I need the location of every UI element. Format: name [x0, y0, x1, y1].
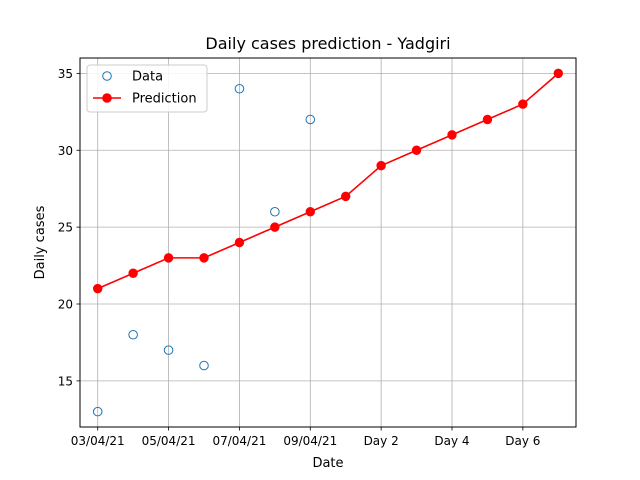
legend-label: Prediction: [132, 92, 197, 107]
prediction-point: [93, 283, 103, 294]
x-tick-label: 03/04/21: [71, 434, 125, 448]
x-tick-label: 09/04/21: [283, 434, 337, 448]
x-tick-label: 05/04/21: [142, 434, 196, 448]
data-point: [305, 114, 316, 125]
prediction-point: [553, 68, 563, 79]
prediction-point: [270, 222, 280, 232]
y-tick-label: 20: [58, 298, 73, 312]
y-axis-label: Daily cases: [33, 205, 48, 279]
y-tick-label: 25: [58, 221, 73, 235]
x-tick-label: Day 6: [505, 434, 540, 448]
y-tick-label: 35: [58, 67, 73, 81]
legend-marker: [102, 71, 112, 81]
y-tick-label: 30: [58, 144, 73, 158]
prediction-point: [518, 99, 528, 109]
legend-item-data: Data: [102, 70, 163, 85]
prediction-point: [447, 130, 457, 140]
ticks: 03/04/21 05/04/21 07/04/21 09/04/21 Day 2 Day…: [58, 67, 541, 448]
x-tick-label: Day 4: [434, 434, 469, 448]
prediction-point: [163, 253, 174, 263]
prediction-point: [305, 207, 315, 217]
prediction-point: [199, 253, 209, 263]
legend: Data Prediction: [86, 64, 208, 113]
data-point: [199, 360, 209, 371]
plot-frame: [79, 57, 577, 428]
prediction-point: [411, 145, 422, 155]
prediction-point: [482, 114, 493, 125]
prediction-line: [97, 72, 559, 290]
data-point: [92, 406, 103, 417]
data-point: [163, 345, 174, 355]
prediction-point: [128, 268, 138, 278]
legend-label: Data: [132, 70, 163, 85]
data-point: [128, 329, 138, 340]
prediction-point: [376, 160, 386, 171]
x-tick-label: Day 2: [364, 434, 399, 448]
data-point: [234, 83, 245, 94]
chart-title: Daily cases prediction - Yadgiri: [205, 34, 450, 53]
legend-item-prediction: Prediction: [93, 92, 197, 107]
x-tick-label: 07/04/21: [212, 434, 266, 448]
series-layer: [92, 68, 563, 417]
y-tick-label: 15: [58, 374, 73, 388]
data-point: [270, 206, 280, 217]
series-prediction: [93, 68, 563, 294]
legend-box: [86, 64, 208, 113]
prediction-point: [234, 237, 245, 248]
series-data: [92, 83, 316, 417]
prediction-point: [341, 191, 351, 202]
legend-marker: [102, 93, 112, 103]
x-axis-label: Date: [312, 456, 343, 471]
